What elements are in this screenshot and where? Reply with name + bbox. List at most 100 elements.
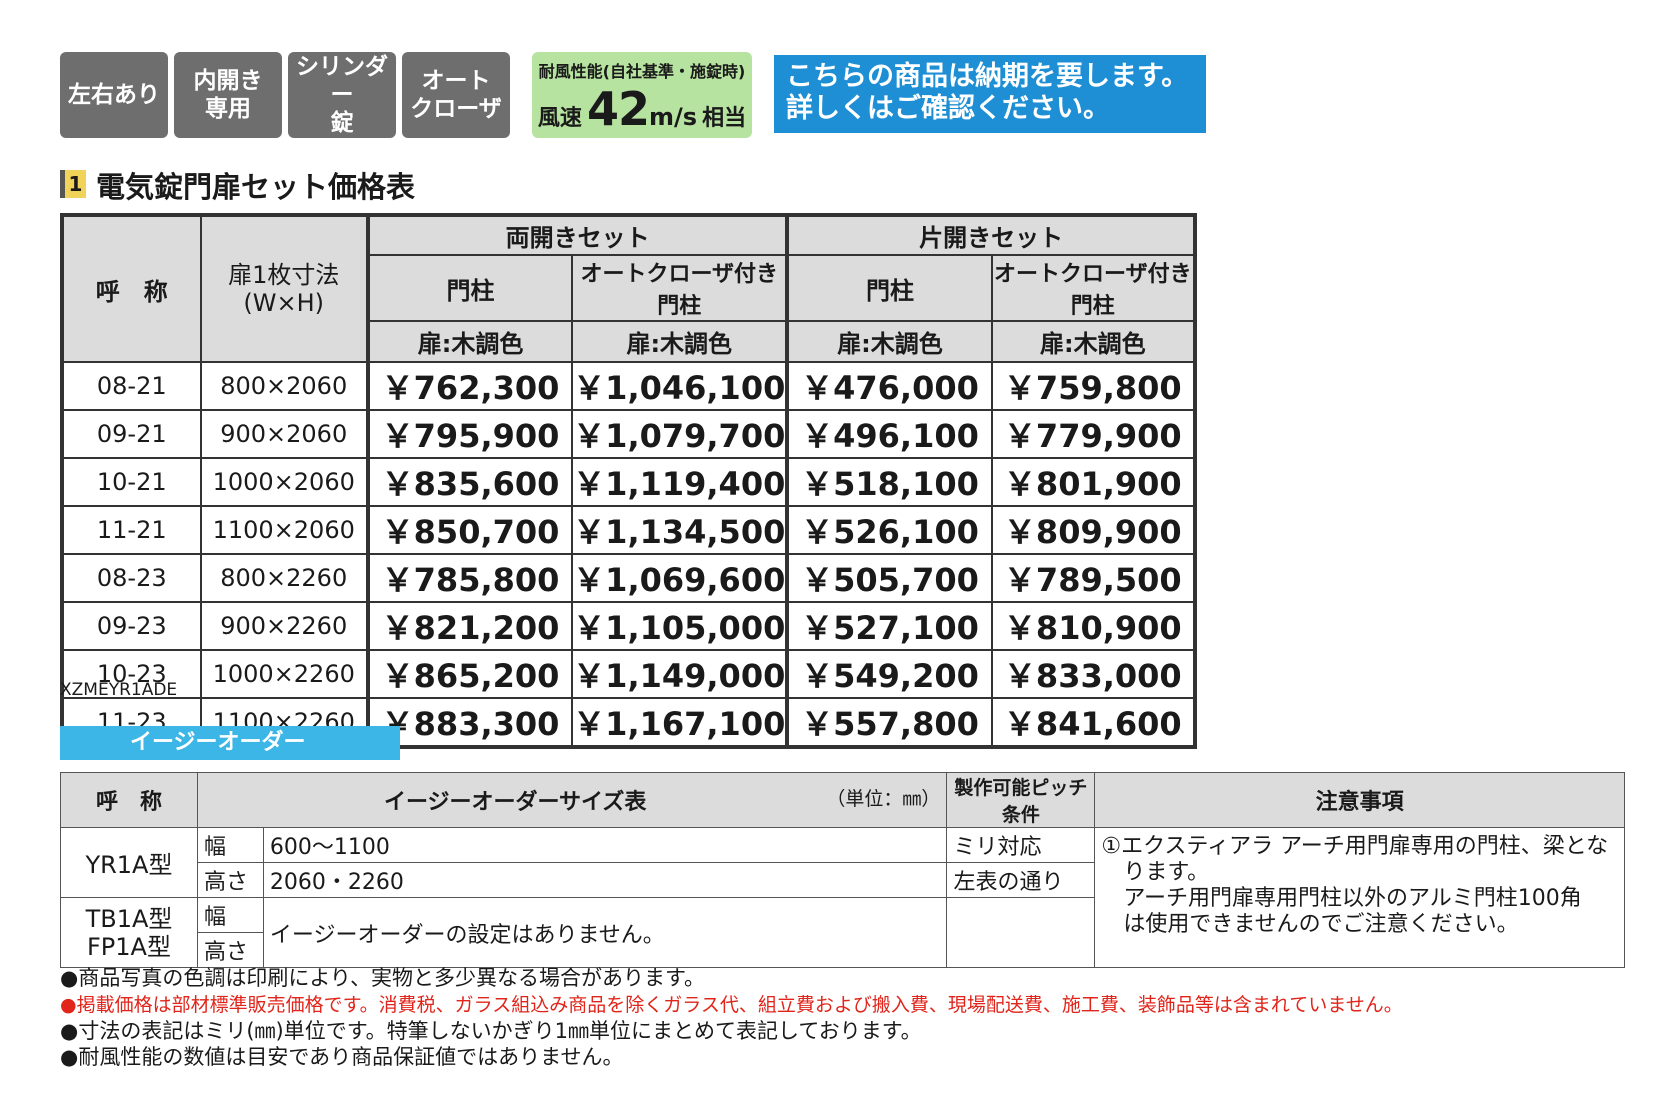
price-double-post: ￥865,200 (365, 649, 574, 699)
price-single-post: ￥549,200 (785, 649, 993, 699)
footnote-1: ●商品写真の色調は印刷により、実物と多少異なる場合があります。 (60, 966, 705, 990)
tb1a-height-label: 高さ (196, 932, 264, 968)
price-double-post: ￥821,200 (365, 601, 574, 651)
fp1a-name: FP1A型 (86, 932, 171, 961)
row-size: 1000×2060 (199, 457, 369, 507)
easy-header-notes: 注意事項 (1094, 772, 1625, 828)
note-line-4: は使用できませんのでご注意ください。 (1101, 912, 1519, 937)
price-single-closer-post: ￥759,800 (990, 361, 1197, 411)
yr1a-height-value: 2060・2260 (262, 862, 948, 898)
row-name: 09-23 (61, 601, 202, 651)
easy-order-bar: イージーオーダー (60, 726, 400, 760)
tb1a-fp1a-name: TB1A型 FP1A型 (60, 897, 198, 968)
price-single-closer-post: ￥801,900 (990, 457, 1197, 507)
yr1a-pitch-width: ミリ対応 (946, 827, 1096, 863)
tb1a-no-setting: イージーオーダーの設定はありません。 (262, 897, 948, 968)
row-name: 09-21 (61, 409, 202, 459)
price-double-post: ￥795,900 (365, 409, 574, 459)
price-double-closer-post: ￥1,167,100 (571, 697, 789, 748)
wind-title: 耐風性能(自社基準・施錠時) (538, 62, 746, 81)
product-code: XZMEYR1ADE (60, 680, 178, 700)
price-row: 11-21 1100×2060 ￥850,700 ￥1,134,500 ￥526,100… (61, 505, 1197, 555)
badge-cylinder-lock: シリンダー 錠 (288, 52, 396, 138)
row-size: 900×2260 (199, 601, 369, 651)
section-title: 電気錠門扉セット価格表 (96, 170, 416, 204)
row-size: 800×2260 (199, 553, 369, 603)
section-number: 1 (60, 170, 86, 198)
header-closer-post-single: オートクローザ付き門柱 (990, 254, 1197, 322)
price-double-post: ￥850,700 (365, 505, 574, 555)
price-table: 呼 称 扉1枚寸法 (W×H) 両開きセット 片開きセット 門柱 オートクローザ… (60, 213, 1197, 749)
note-line-1: ①エクスティアラ アーチ用門扉専用の門柱、梁とな (1101, 834, 1609, 859)
easy-notes-cell: ①エクスティアラ アーチ用門扉専用の門柱、梁とな ります。 アーチ用門扉専用門柱… (1094, 827, 1625, 968)
price-double-closer-post: ￥1,046,100 (571, 361, 789, 411)
notice-line1: こちらの商品は納期を要します。 (786, 61, 1189, 92)
easy-order-table: 呼 称 イージーオーダーサイズ表 （単位：㎜） 製作可能ピッチ条件 注意事項 Y… (60, 772, 1625, 968)
price-double-post: ￥762,300 (365, 361, 574, 411)
price-double-closer-post: ￥1,069,600 (571, 553, 789, 603)
header-single-set: 片開きセット (785, 214, 1196, 256)
wind-prefix: 風速 (537, 106, 582, 131)
price-single-post: ￥505,700 (785, 553, 993, 603)
price-double-post: ￥785,800 (365, 553, 574, 603)
price-double-post: ￥835,600 (365, 457, 574, 507)
row-name: 08-23 (61, 553, 202, 603)
price-single-post: ￥557,800 (785, 697, 993, 748)
row-name: 08-21 (61, 361, 202, 411)
header-post-single: 門柱 (785, 254, 993, 322)
price-single-closer-post: ￥810,900 (990, 601, 1197, 651)
notice-line2: 詳しくはご確認ください。 (786, 93, 1110, 124)
header-post-double: 門柱 (365, 254, 574, 322)
footnote-4: ●耐風性能の数値は目安であり商品保証値ではありません。 (60, 1045, 624, 1069)
price-double-closer-post: ￥1,149,000 (571, 649, 789, 699)
note-line-3: アーチ用門扉専用門柱以外のアルミ門柱100角 (1101, 886, 1582, 911)
easy-header-unit: （単位：㎜） (826, 788, 941, 810)
footnote-2: ●掲載価格は部材標準販売価格です。消費税、ガラス組込み商品を除くガラス代、組立費… (60, 994, 1403, 1016)
badge-inward-opening: 内開き 専用 (174, 52, 282, 138)
yr1a-name: YR1A型 (60, 827, 198, 898)
row-name: 10-23 (61, 649, 202, 699)
header-name: 呼 称 (61, 214, 202, 363)
wind-resistance-badge: 耐風性能(自社基準・施錠時) 風速 42m/s 相当 (532, 52, 752, 138)
badge-left-right: 左右あり (60, 52, 168, 138)
wind-suffix: 相当 (702, 106, 747, 131)
row-size: 800×2060 (199, 361, 369, 411)
price-single-post: ￥527,100 (785, 601, 993, 651)
price-double-closer-post: ￥1,119,400 (571, 457, 789, 507)
row-name: 11-21 (61, 505, 202, 555)
header-color-2: 扉:木調色 (571, 320, 789, 363)
row-name: 10-21 (61, 457, 202, 507)
delivery-notice: こちらの商品は納期を要します。 詳しくはご確認ください。 (774, 55, 1206, 133)
row-size: 1000×2260 (199, 649, 369, 699)
easy-header-name: 呼 称 (60, 772, 198, 828)
price-row: 09-21 900×2060 ￥795,900 ￥1,079,700 ￥496,100 ￥… (61, 409, 1197, 459)
price-row: 08-21 800×2060 ￥762,300 ￥1,046,100 ￥476,000 ￥… (61, 361, 1197, 411)
tb1a-width-label: 幅 (196, 897, 264, 933)
yr1a-width-label: 幅 (196, 827, 264, 863)
price-row: 09-23 900×2260 ￥821,200 ￥1,105,000 ￥527,100 ￥… (61, 601, 1197, 651)
wind-unit: m/s (648, 103, 698, 131)
price-double-closer-post: ￥1,105,000 (571, 601, 789, 651)
header-color-1: 扉:木調色 (365, 320, 574, 363)
header-double-set: 両開きセット (365, 214, 789, 256)
price-double-closer-post: ￥1,134,500 (571, 505, 789, 555)
easy-header-size: イージーオーダーサイズ表 (383, 790, 647, 815)
price-single-closer-post: ￥789,500 (990, 553, 1197, 603)
price-single-post: ￥518,100 (785, 457, 993, 507)
yr1a-width-value: 600～1100 (262, 827, 948, 863)
price-double-closer-post: ￥1,079,700 (571, 409, 789, 459)
price-single-post: ￥496,100 (785, 409, 993, 459)
header-size: 扉1枚寸法 (W×H) (199, 214, 369, 363)
tb1a-pitch-empty (946, 897, 1096, 968)
price-single-post: ￥526,100 (785, 505, 993, 555)
yr1a-pitch-height: 左表の通り (946, 862, 1096, 898)
price-single-closer-post: ￥841,600 (990, 697, 1197, 748)
row-size: 900×2060 (199, 409, 369, 459)
price-double-post: ￥883,300 (365, 697, 574, 748)
header-color-4: 扉:木調色 (990, 320, 1197, 363)
price-single-post: ￥476,000 (785, 361, 993, 411)
row-size: 1100×2060 (199, 505, 369, 555)
yr1a-height-label: 高さ (196, 862, 264, 898)
header-closer-post-double: オートクローザ付き門柱 (571, 254, 789, 322)
header-color-3: 扉:木調色 (785, 320, 993, 363)
